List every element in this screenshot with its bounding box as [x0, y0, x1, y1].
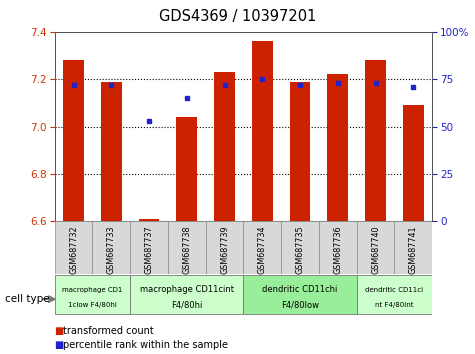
Bar [176, 117, 197, 221]
Text: dendritic CD11chi: dendritic CD11chi [262, 285, 338, 294]
Text: macrophage CD1: macrophage CD1 [62, 287, 123, 293]
FancyBboxPatch shape [206, 221, 243, 274]
Text: cell type: cell type [5, 294, 49, 304]
Text: macrophage CD11cint: macrophage CD11cint [140, 285, 234, 294]
Text: ■: ■ [55, 326, 67, 336]
FancyBboxPatch shape [130, 275, 243, 314]
Text: GSM687737: GSM687737 [144, 225, 153, 274]
Text: nt F4/80int: nt F4/80int [375, 302, 414, 308]
Bar [63, 60, 84, 221]
FancyBboxPatch shape [55, 221, 92, 274]
Bar [365, 60, 386, 221]
Text: percentile rank within the sample: percentile rank within the sample [63, 340, 228, 350]
Bar [290, 81, 311, 221]
Bar [252, 41, 273, 221]
Text: GSM687736: GSM687736 [333, 225, 342, 274]
Text: GSM687739: GSM687739 [220, 225, 229, 274]
FancyBboxPatch shape [243, 275, 357, 314]
FancyBboxPatch shape [281, 221, 319, 274]
Bar [403, 105, 424, 221]
FancyBboxPatch shape [92, 221, 130, 274]
Text: GSM687733: GSM687733 [107, 225, 116, 274]
Text: transformed count: transformed count [63, 326, 153, 336]
FancyBboxPatch shape [243, 221, 281, 274]
FancyBboxPatch shape [55, 275, 130, 314]
Text: GSM687741: GSM687741 [409, 225, 418, 274]
FancyBboxPatch shape [395, 221, 432, 274]
Bar [139, 219, 160, 221]
Text: GSM687734: GSM687734 [258, 225, 267, 274]
Bar [327, 74, 348, 221]
FancyBboxPatch shape [319, 221, 357, 274]
Text: dendritic CD11ci: dendritic CD11ci [365, 287, 424, 293]
Text: GDS4369 / 10397201: GDS4369 / 10397201 [159, 9, 316, 24]
Text: F4/80low: F4/80low [281, 301, 319, 309]
Bar [214, 72, 235, 221]
Text: 1clow F4/80hi: 1clow F4/80hi [68, 302, 117, 308]
Text: GSM687735: GSM687735 [295, 225, 304, 274]
Text: GSM687738: GSM687738 [182, 225, 191, 274]
FancyBboxPatch shape [357, 221, 395, 274]
Text: F4/80hi: F4/80hi [171, 301, 202, 309]
Text: GSM687740: GSM687740 [371, 225, 380, 274]
FancyBboxPatch shape [357, 275, 432, 314]
FancyBboxPatch shape [130, 221, 168, 274]
Bar [101, 81, 122, 221]
Text: GSM687732: GSM687732 [69, 225, 78, 274]
FancyBboxPatch shape [168, 221, 206, 274]
Text: ■: ■ [55, 340, 67, 350]
